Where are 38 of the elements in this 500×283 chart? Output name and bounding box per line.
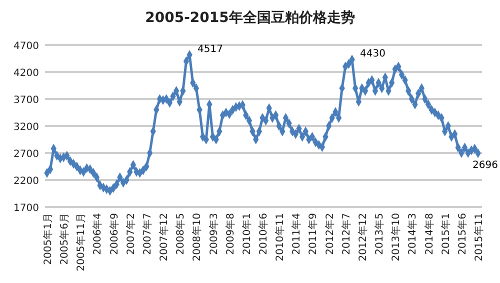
data-label: 4517	[198, 44, 224, 55]
x-tick-label: 2005年11月	[75, 213, 88, 272]
x-tick-label: 2013年5	[374, 213, 386, 255]
x-tick-label: 2005年1月	[42, 213, 54, 265]
x-tick-label: 2014年3	[406, 213, 419, 255]
x-tick-label: 2005年6月	[58, 213, 71, 265]
x-tick-label: 2006年9	[108, 213, 120, 255]
chart-title: 2005-2015年全国豆粕价格走势	[145, 10, 355, 26]
x-tick-label: 2008年10	[191, 213, 204, 262]
y-tick-label: 2700	[14, 149, 39, 160]
x-tick-label: 2015年11	[473, 213, 485, 262]
y-tick-label: 2200	[14, 176, 39, 187]
x-tick-label: 2009年8	[224, 213, 236, 255]
y-tick-label: 3700	[14, 95, 39, 106]
x-tick-label: 2008年5	[174, 213, 187, 255]
x-tick-label: 2015年1	[440, 213, 452, 255]
x-tick-label: 2014年8	[423, 213, 436, 255]
x-tick-label: 2009年3	[208, 213, 220, 255]
x-tick-label: 2007年2	[124, 213, 137, 255]
x-tick-label: 2012年12	[356, 213, 369, 262]
x-tick-label: 2011年4	[290, 213, 303, 255]
x-tick-label: 2010年6	[258, 213, 270, 255]
x-tick-label: 2012年7	[340, 213, 352, 255]
data-label: 4430	[360, 48, 386, 60]
y-tick-label: 4200	[14, 68, 39, 79]
x-tick-label: 2013年10	[390, 213, 402, 262]
y-tick-label: 3200	[14, 122, 39, 133]
x-tick-label: 2010年1	[240, 213, 253, 255]
x-tick-label: 2006年4	[92, 213, 104, 255]
y-tick-label: 1700	[14, 203, 39, 214]
x-tick-label: 2015年6	[456, 213, 468, 255]
x-tick-label: 2012年2	[324, 213, 336, 255]
x-tick-label: 2007年7	[141, 213, 154, 255]
x-tick-label: 2011年9	[307, 213, 320, 255]
y-tick-label: 4700	[14, 41, 39, 52]
x-tick-label: 2007年12	[158, 213, 170, 262]
x-tick-label: 2010年11	[274, 213, 286, 262]
data-label: 2696	[472, 160, 498, 172]
